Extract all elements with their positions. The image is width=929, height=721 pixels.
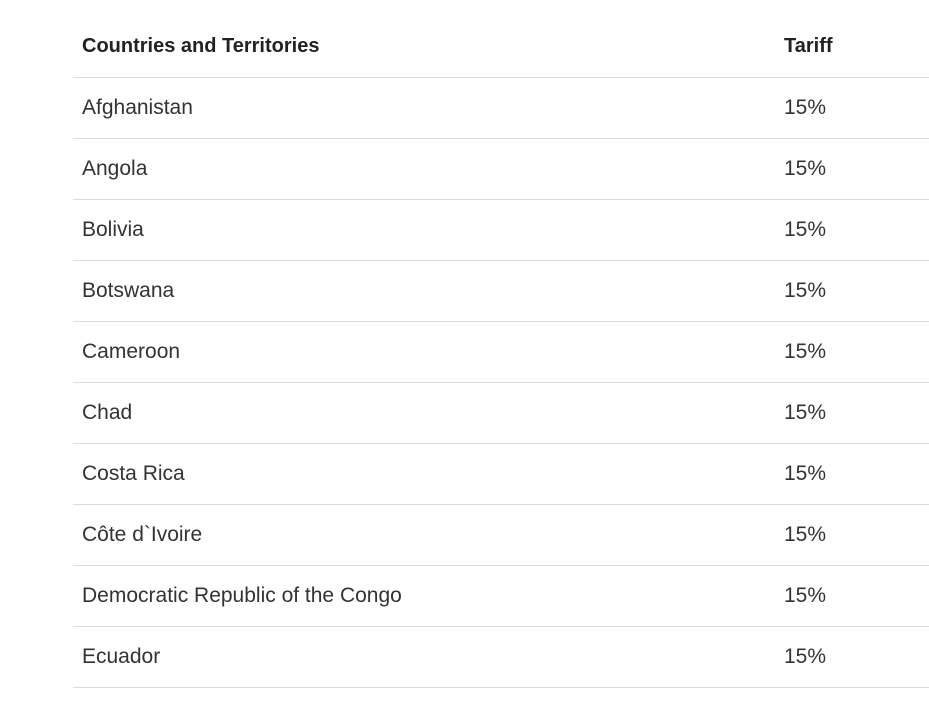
tariff-cell: 15% [784, 626, 929, 688]
table-body: Afghanistan 15% Angola 15% Bolivia 15% B… [73, 77, 929, 688]
tariff-cell: 15% [784, 321, 929, 383]
country-cell: Angola [73, 138, 784, 200]
table-row: Angola 15% [73, 138, 929, 200]
tariff-cell: 15% [784, 77, 929, 139]
table-row: Costa Rica 15% [73, 443, 929, 505]
country-cell: Ecuador [73, 626, 784, 688]
column-header-country: Countries and Territories [73, 16, 784, 78]
tariff-cell: 15% [784, 382, 929, 444]
table-row: Chad 15% [73, 382, 929, 444]
tariff-table: Countries and Territories Tariff Afghani… [73, 16, 929, 688]
country-cell: Costa Rica [73, 443, 784, 505]
tariff-cell: 15% [784, 199, 929, 261]
tariff-cell: 15% [784, 565, 929, 627]
column-header-tariff: Tariff [784, 16, 929, 78]
country-cell: Bolivia [73, 199, 784, 261]
table-row: Bolivia 15% [73, 199, 929, 261]
tariff-cell: 15% [784, 138, 929, 200]
tariff-cell: 15% [784, 260, 929, 322]
country-cell: Botswana [73, 260, 784, 322]
country-cell: Afghanistan [73, 77, 784, 139]
country-cell: Democratic Republic of the Congo [73, 565, 784, 627]
country-cell: Côte d`Ivoire [73, 504, 784, 566]
table-row: Côte d`Ivoire 15% [73, 504, 929, 566]
table-row: Democratic Republic of the Congo 15% [73, 565, 929, 627]
table-row: Botswana 15% [73, 260, 929, 322]
table-row: Ecuador 15% [73, 626, 929, 688]
tariff-cell: 15% [784, 504, 929, 566]
country-cell: Chad [73, 382, 784, 444]
table-row: Cameroon 15% [73, 321, 929, 383]
country-cell: Cameroon [73, 321, 784, 383]
tariff-cell: 15% [784, 443, 929, 505]
table-row: Afghanistan 15% [73, 77, 929, 139]
tariff-table-container: Countries and Territories Tariff Afghani… [73, 16, 929, 688]
table-header: Countries and Territories Tariff [73, 16, 929, 78]
header-row: Countries and Territories Tariff [73, 16, 929, 78]
